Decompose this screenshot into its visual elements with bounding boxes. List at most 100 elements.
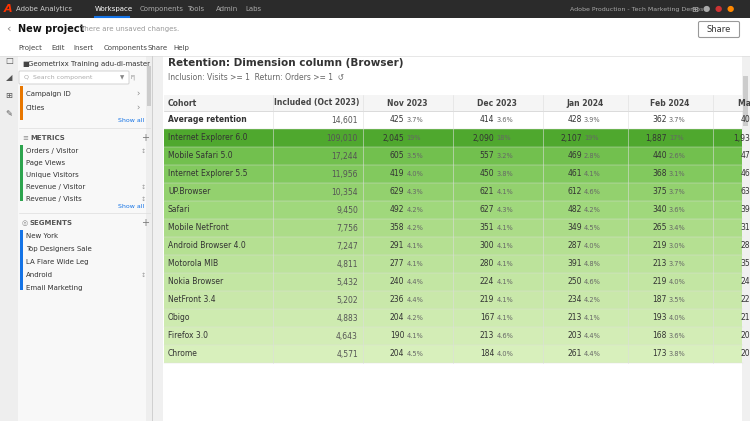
Text: Inclusion: Visits >= 1  Return: Orders >= 1  ↺: Inclusion: Visits >= 1 Return: Orders >=… — [168, 72, 344, 82]
Text: SEGMENTS: SEGMENTS — [30, 220, 73, 226]
Text: Jan 2024: Jan 2024 — [566, 99, 603, 107]
Text: 190: 190 — [390, 331, 404, 341]
Text: +: + — [141, 218, 149, 228]
Text: 4.0%: 4.0% — [496, 351, 513, 357]
Bar — [742, 56, 750, 421]
Text: Share: Share — [147, 45, 167, 51]
Text: 224: 224 — [480, 277, 494, 287]
FancyBboxPatch shape — [19, 71, 129, 84]
Text: 340: 340 — [652, 205, 667, 215]
Text: 358: 358 — [390, 224, 404, 232]
Text: 213: 213 — [480, 331, 494, 341]
Text: 202: 202 — [741, 349, 750, 359]
Text: 207: 207 — [741, 331, 750, 341]
Text: Insert: Insert — [74, 45, 94, 51]
Text: □: □ — [5, 56, 13, 64]
Text: 18%: 18% — [496, 135, 511, 141]
Text: ↕: ↕ — [140, 197, 146, 202]
Text: 3.7%: 3.7% — [669, 261, 686, 267]
Text: 612: 612 — [568, 187, 582, 197]
Text: 204: 204 — [390, 314, 404, 322]
Text: 4.6%: 4.6% — [584, 189, 601, 195]
Text: 482: 482 — [568, 205, 582, 215]
Bar — [0, 56, 152, 421]
Text: ●: ● — [714, 5, 722, 13]
Text: ‹: ‹ — [6, 24, 10, 34]
Text: ✎: ✎ — [5, 109, 13, 118]
Text: 2,045: 2,045 — [382, 133, 404, 142]
Text: 281: 281 — [741, 242, 750, 250]
Text: 3.9%: 3.9% — [584, 117, 601, 123]
Text: 3.1%: 3.1% — [669, 171, 686, 177]
Text: 425: 425 — [390, 115, 404, 125]
Text: Obigo: Obigo — [168, 314, 190, 322]
Text: 5,202: 5,202 — [336, 296, 358, 304]
Text: 173: 173 — [652, 349, 667, 359]
Text: 627: 627 — [480, 205, 494, 215]
Text: 9,450: 9,450 — [336, 205, 358, 215]
Bar — [164, 165, 743, 183]
Text: Android: Android — [26, 272, 53, 278]
Text: 4.1%: 4.1% — [496, 279, 513, 285]
Text: Top Designers Sale: Top Designers Sale — [26, 246, 92, 252]
Text: 419: 419 — [390, 170, 404, 179]
Text: 375: 375 — [652, 187, 667, 197]
Text: Workspace: Workspace — [95, 6, 134, 12]
Text: 2.8%: 2.8% — [584, 153, 601, 159]
Text: Mobile Safari 5.0: Mobile Safari 5.0 — [168, 152, 232, 160]
Text: 3.5%: 3.5% — [669, 297, 686, 303]
Text: Motorola MIB: Motorola MIB — [168, 259, 218, 269]
Text: 234: 234 — [567, 296, 582, 304]
Text: 204: 204 — [390, 349, 404, 359]
Text: Unique Visitors: Unique Visitors — [26, 172, 79, 178]
Text: +: + — [141, 133, 149, 143]
Bar — [743, 76, 748, 126]
Text: Cities: Cities — [26, 105, 45, 111]
Text: ↕: ↕ — [140, 184, 146, 189]
Text: Show all: Show all — [118, 118, 144, 123]
Text: 4.1%: 4.1% — [406, 261, 423, 267]
Text: Components: Components — [104, 45, 147, 51]
Text: 4.0%: 4.0% — [669, 279, 686, 285]
Text: 492: 492 — [390, 205, 404, 215]
Text: Revenue / Visits: Revenue / Visits — [26, 196, 82, 202]
Text: 4.1%: 4.1% — [496, 225, 513, 231]
Text: 277: 277 — [390, 259, 404, 269]
Text: ≡: ≡ — [22, 135, 28, 141]
Text: 4.4%: 4.4% — [584, 351, 601, 357]
Bar — [147, 66, 151, 106]
Bar — [20, 86, 22, 120]
Text: 4.2%: 4.2% — [406, 207, 423, 213]
Text: Components: Components — [140, 6, 183, 12]
Text: 359: 359 — [740, 259, 750, 269]
Text: Admin: Admin — [216, 6, 238, 12]
Text: 11,956: 11,956 — [332, 170, 358, 179]
Text: 109,010: 109,010 — [327, 133, 358, 142]
Text: 1,887: 1,887 — [645, 133, 667, 142]
Bar — [20, 230, 22, 290]
Text: 557: 557 — [479, 152, 494, 160]
Text: 4.2%: 4.2% — [584, 207, 601, 213]
Text: NetFront 3.4: NetFront 3.4 — [168, 296, 216, 304]
Text: 217: 217 — [741, 314, 750, 322]
Bar — [164, 147, 743, 165]
Text: 240: 240 — [390, 277, 404, 287]
Text: 3.2%: 3.2% — [496, 153, 513, 159]
Text: 469: 469 — [567, 152, 582, 160]
Bar — [164, 95, 743, 111]
Bar — [164, 309, 743, 327]
Text: Orders / Visitor: Orders / Visitor — [26, 148, 78, 154]
Text: ●: ● — [726, 5, 734, 13]
Text: 7,247: 7,247 — [336, 242, 358, 250]
Bar — [0, 0, 750, 18]
Text: 471: 471 — [741, 152, 750, 160]
Text: 4.2%: 4.2% — [584, 297, 601, 303]
Text: 362: 362 — [652, 115, 667, 125]
Text: 167: 167 — [480, 314, 494, 322]
Text: There are unsaved changes.: There are unsaved changes. — [80, 26, 179, 32]
Text: 4.4%: 4.4% — [406, 279, 423, 285]
Text: 4.1%: 4.1% — [496, 243, 513, 249]
Text: 4.5%: 4.5% — [406, 351, 423, 357]
Text: 4.1%: 4.1% — [584, 315, 601, 321]
Text: Android Browser 4.0: Android Browser 4.0 — [168, 242, 246, 250]
